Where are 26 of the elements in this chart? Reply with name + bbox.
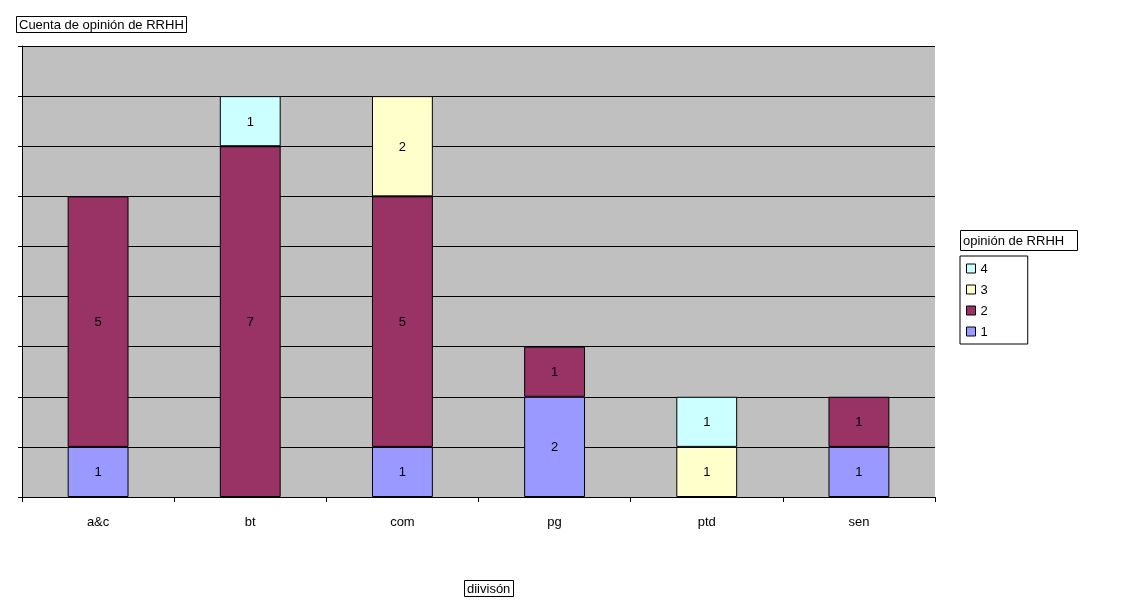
x-tick-label: sen: [848, 514, 870, 529]
legend-label: 1: [980, 324, 988, 339]
data-label: 1: [398, 464, 407, 480]
x-axis-title: diivisón: [467, 581, 511, 596]
x-tick-label: bt: [244, 514, 257, 529]
data-label: 1: [246, 113, 254, 129]
legend-title: opinión de RRHH: [963, 233, 1065, 248]
data-label: 5: [94, 314, 102, 330]
data-label: 5: [398, 314, 407, 330]
x-tick-label: com: [390, 514, 415, 529]
data-label: 1: [94, 464, 102, 480]
chart-title: Cuenta de opinión de RRHH: [19, 17, 184, 32]
x-tick-label: ptd: [697, 514, 716, 529]
data-label: 1: [855, 464, 863, 480]
data-label: 1: [550, 364, 559, 380]
data-label: 1: [703, 464, 711, 480]
data-label: 1: [855, 414, 863, 430]
data-label: 2: [550, 439, 559, 455]
legend-label: 3: [980, 282, 988, 297]
x-tick-label: a&c: [86, 514, 110, 529]
data-label: 1: [703, 414, 711, 430]
x-tick-label: pg: [547, 514, 562, 529]
data-label: 7: [246, 314, 254, 330]
data-label: 2: [398, 138, 407, 154]
legend-label: 4: [980, 261, 988, 276]
legend-label: 2: [980, 303, 988, 318]
